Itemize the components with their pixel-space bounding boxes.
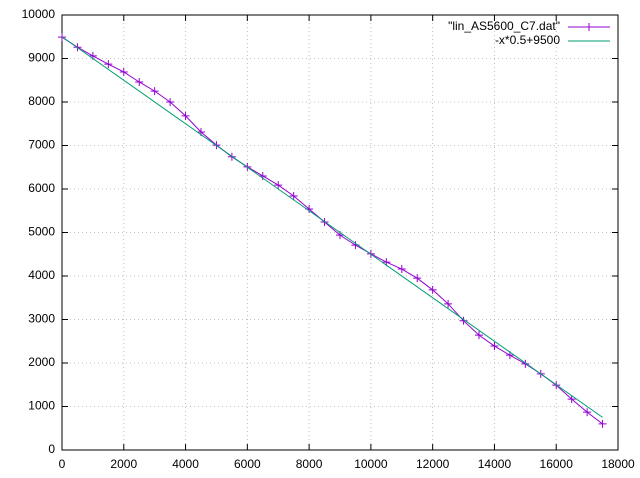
y-tick-label: 5000 [28,225,55,239]
y-tick-label: 6000 [28,181,55,195]
y-tick-label: 1000 [28,399,55,413]
x-tick-label: 18000 [601,457,635,471]
x-tick-label: 10000 [354,457,388,471]
point-marker [490,342,499,351]
point-marker [104,60,113,69]
point-marker [567,395,576,404]
x-tick-label: 8000 [296,457,323,471]
point-marker [274,181,283,190]
point-marker [181,111,190,120]
point-marker [428,285,437,294]
point-marker [135,77,144,86]
x-tick-label: 4000 [172,457,199,471]
y-tick-label: 0 [48,442,55,456]
series-line [61,36,603,425]
x-tick-label: 6000 [234,457,261,471]
x-tick-label: 16000 [540,457,574,471]
legend-label: "lin_AS5600_C7.dat" [448,19,560,33]
y-tick-label: 4000 [28,268,55,282]
point-marker [166,98,175,106]
series-line [61,36,603,418]
point-marker [397,265,406,274]
point-marker [413,274,422,283]
y-tick-label: 10000 [22,7,56,21]
y-tick-label: 9000 [28,51,55,65]
plot-border [61,14,619,451]
point-marker [119,67,128,76]
x-tick-label: 0 [59,457,66,471]
y-tick-label: 2000 [28,355,55,369]
legend-label: -x*0.5+9500 [495,33,560,47]
point-marker [475,331,483,340]
y-tick-label: 8000 [28,94,55,108]
y-tick-label: 7000 [28,138,55,152]
point-marker [444,299,453,308]
x-tick-label: 12000 [416,457,450,471]
point-marker [598,419,607,428]
y-tick-label: 3000 [28,312,55,326]
x-tick-label: 14000 [478,457,512,471]
x-tick-label: 2000 [110,457,137,471]
point-marker [583,408,592,417]
legend-marker [585,23,593,31]
point-marker [150,87,159,96]
point-marker [289,191,298,200]
point-marker [521,359,530,368]
